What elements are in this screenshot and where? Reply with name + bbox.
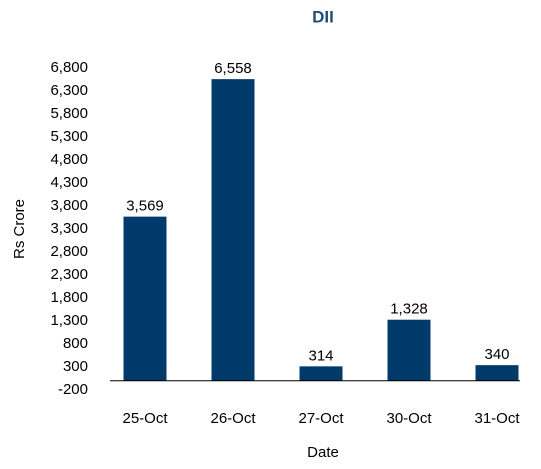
x-tick-label: 25-Oct <box>122 410 168 427</box>
y-tick-label: 5,300 <box>50 128 88 145</box>
bar <box>211 79 255 381</box>
y-tick-label: -200 <box>58 381 88 398</box>
bar <box>299 366 343 381</box>
y-tick-label: 5,800 <box>50 105 88 122</box>
value-label: 340 <box>484 346 509 363</box>
chart-title: DII <box>312 7 334 26</box>
value-label: 314 <box>308 347 333 364</box>
y-tick-label: 2,800 <box>50 243 88 260</box>
x-axis-label: Date <box>307 444 339 461</box>
y-tick-label: 3,300 <box>50 220 88 237</box>
y-tick-label: 4,300 <box>50 174 88 191</box>
y-tick-label: 4,800 <box>50 151 88 168</box>
x-tick-label: 30-Oct <box>386 410 432 427</box>
y-tick-label: 800 <box>63 335 88 352</box>
value-label: 1,328 <box>390 301 428 318</box>
bar <box>123 216 167 381</box>
y-tick-label: 1,800 <box>50 289 88 306</box>
x-tick-label: 26-Oct <box>210 410 256 427</box>
y-axis-label: Rs Crore <box>11 199 28 259</box>
y-tick-label: 6,300 <box>50 82 88 99</box>
bar <box>475 365 519 381</box>
value-label: 3,569 <box>126 198 164 215</box>
y-tick-label: 300 <box>63 358 88 375</box>
y-tick-label: 2,300 <box>50 266 88 283</box>
value-label: 6,558 <box>214 60 252 77</box>
bar <box>387 319 431 381</box>
x-tick-label: 31-Oct <box>474 410 520 427</box>
y-tick-label: 3,800 <box>50 197 88 214</box>
y-tick-label: 1,300 <box>50 312 88 329</box>
x-tick-label: 27-Oct <box>298 410 344 427</box>
y-tick-label: 6,800 <box>50 59 88 76</box>
